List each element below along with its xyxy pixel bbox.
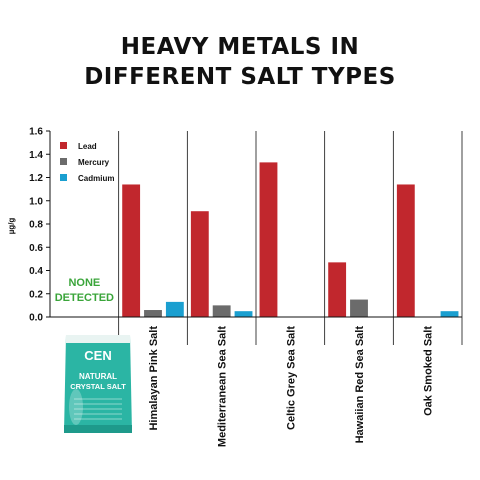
y-tick-label: 1.2 — [29, 173, 43, 184]
bag-product-line-1: NATURAL — [79, 372, 117, 381]
chart-title-line-2: DIFFERENT SALT TYPES — [84, 64, 396, 90]
y-tick-label: 0.0 — [29, 313, 43, 324]
bar-mercury-4 — [350, 299, 368, 317]
bar-cadmium-2 — [234, 311, 253, 317]
bar-cadmium-5 — [440, 311, 459, 317]
y-tick-label: 0.2 — [29, 289, 43, 300]
category-label: Oak Smoked Salt — [423, 326, 435, 416]
none-detected-label: DETECTED — [55, 292, 114, 304]
bag-product-line-2: CRYSTAL SALT — [70, 382, 126, 391]
chart-title-line-1: HEAVY METALS IN — [120, 34, 360, 60]
y-tick-label: 1.6 — [29, 127, 43, 138]
bag-seal — [66, 335, 130, 343]
y-tick-label: 1.0 — [29, 196, 43, 207]
legend-label-cadmium: Cadmium — [78, 174, 114, 183]
legend-swatch-mercury — [60, 158, 67, 165]
bar-mercury-1 — [144, 310, 162, 317]
annotations: NONE DETECTED — [55, 277, 114, 304]
x-tick-labels: Himalayan Pink Salt Mediterranean Sea Sal… — [148, 326, 435, 447]
legend-label-lead: Lead — [78, 142, 97, 151]
bar-lead-2 — [190, 211, 209, 317]
legend: Lead Mercury Cadmium — [60, 142, 114, 183]
bag-body — [64, 335, 132, 433]
category-label: Mediterranean Sea Salt — [217, 326, 229, 447]
bars — [122, 162, 459, 317]
bag-sheen — [69, 389, 83, 425]
y-axis-label: µg/g — [7, 218, 16, 235]
category-label: Celtic Grey Sea Salt — [285, 326, 297, 430]
none-detected-label: NONE — [68, 277, 100, 289]
bag-bottom — [64, 425, 132, 433]
y-tick-label: 0.4 — [29, 266, 43, 277]
category-label: Himalayan Pink Salt — [148, 326, 160, 431]
bar-lead-5 — [396, 184, 415, 317]
legend-swatch-lead — [60, 142, 67, 149]
legend-swatch-cadmium — [60, 174, 67, 181]
bar-lead-1 — [122, 184, 141, 317]
axes — [46, 130, 462, 318]
y-tick-label: 1.4 — [29, 150, 43, 161]
bar-lead-4 — [328, 262, 347, 317]
y-tick-label: 0.8 — [29, 220, 43, 231]
y-tick-label: 0.6 — [29, 243, 43, 254]
bag-brand-label: CEN — [84, 348, 111, 363]
bar-cadmium-1 — [165, 301, 184, 317]
category-label: Hawaiian Red Sea Salt — [354, 326, 366, 444]
y-tick-labels: 0.0 0.2 0.4 0.6 0.8 1.0 1.2 1.4 1.6 — [29, 127, 43, 324]
grid-lines — [118, 131, 463, 345]
bar-lead-3 — [259, 162, 278, 317]
bar-mercury-2 — [212, 305, 231, 317]
legend-label-mercury: Mercury — [78, 158, 110, 167]
